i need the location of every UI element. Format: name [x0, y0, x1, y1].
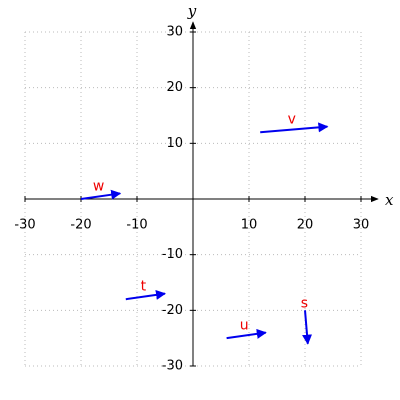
y-axis-label: y: [187, 2, 197, 20]
y-tick-label: 30: [166, 25, 183, 40]
y-tick-label: -10: [162, 247, 183, 262]
y-tick-label: 10: [166, 136, 183, 151]
vector-label: u: [240, 318, 249, 334]
x-tick-label: 20: [297, 218, 314, 233]
x-tick-label: -20: [70, 218, 91, 233]
vector-label: v: [288, 112, 296, 128]
vector-label: s: [301, 295, 308, 311]
y-tick-label: 20: [166, 80, 183, 95]
x-tick-label: -10: [126, 218, 147, 233]
y-tick-label: -30: [162, 359, 183, 374]
vector-label: t: [141, 279, 147, 295]
x-tick-label: -30: [14, 218, 35, 233]
vector-arrow: [302, 310, 313, 345]
vector-arrow: [80, 189, 122, 200]
vector-label: w: [93, 178, 104, 194]
vector-arrow: [260, 122, 329, 134]
x-tick-label: 30: [353, 218, 370, 233]
vector-arrow: [125, 289, 166, 301]
x-axis-label: x: [385, 191, 394, 209]
y-tick-label: -20: [162, 303, 183, 318]
x-tick-label: 10: [241, 218, 258, 233]
vector-arrow: [226, 328, 267, 340]
